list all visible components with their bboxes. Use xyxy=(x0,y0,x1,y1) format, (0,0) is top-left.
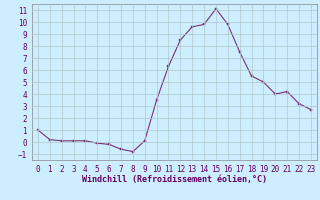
X-axis label: Windchill (Refroidissement éolien,°C): Windchill (Refroidissement éolien,°C) xyxy=(82,175,267,184)
